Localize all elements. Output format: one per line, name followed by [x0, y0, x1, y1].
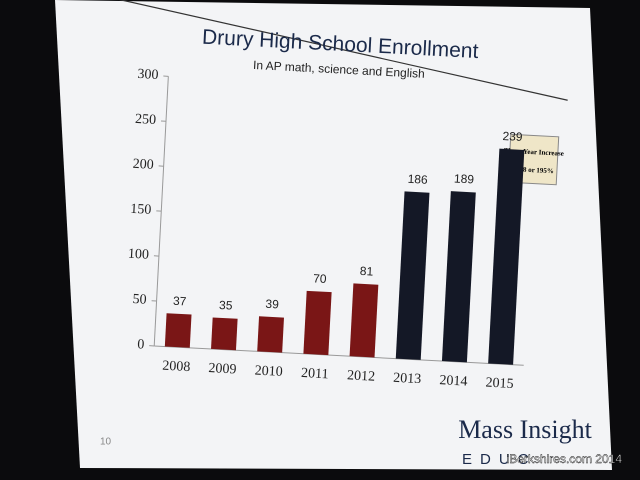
y-tick-label: 200 [132, 157, 154, 173]
x-tick-label: 2012 [347, 368, 376, 384]
data-label: 189 [454, 171, 475, 186]
y-tick-label: 250 [135, 112, 157, 128]
y-tick-label: 0 [137, 337, 145, 352]
logo-name: Mass Insight [458, 415, 592, 444]
bar [164, 313, 192, 348]
data-label: 35 [219, 298, 233, 313]
bar [257, 316, 284, 353]
x-tick-label: 2014 [439, 373, 468, 389]
title-rule [102, 0, 568, 101]
slide [55, 0, 612, 470]
x-tick-label: 2015 [485, 376, 514, 392]
x-tick-label: 2008 [162, 359, 191, 375]
bar [211, 317, 238, 351]
y-tick-label: 100 [128, 247, 150, 263]
data-label: 70 [313, 271, 327, 286]
x-tick-label: 2013 [393, 371, 422, 387]
page-number: 10 [100, 437, 112, 448]
annotation-text: +158 or 195% [512, 165, 554, 175]
data-label: 39 [265, 297, 279, 312]
watermark: iBerkshires.com 2014 [507, 452, 623, 466]
logo-tagline: EDUC [462, 451, 537, 468]
y-tick-label: 300 [137, 67, 159, 83]
x-tick-label: 2009 [208, 361, 237, 377]
bar [441, 191, 476, 363]
x-tick-label: 2010 [254, 363, 283, 379]
data-label: 37 [173, 294, 187, 309]
data-label: 239 [502, 129, 523, 144]
bar [395, 191, 430, 360]
bar [303, 290, 332, 356]
bar [349, 283, 379, 358]
data-label: 81 [360, 264, 374, 279]
annotation-text: Three Year Increase [504, 147, 564, 158]
y-tick-label: 150 [130, 202, 152, 218]
y-tick-label: 50 [132, 292, 147, 308]
x-tick-label: 2011 [301, 366, 329, 382]
bar [488, 148, 525, 365]
data-label: 186 [407, 172, 428, 187]
